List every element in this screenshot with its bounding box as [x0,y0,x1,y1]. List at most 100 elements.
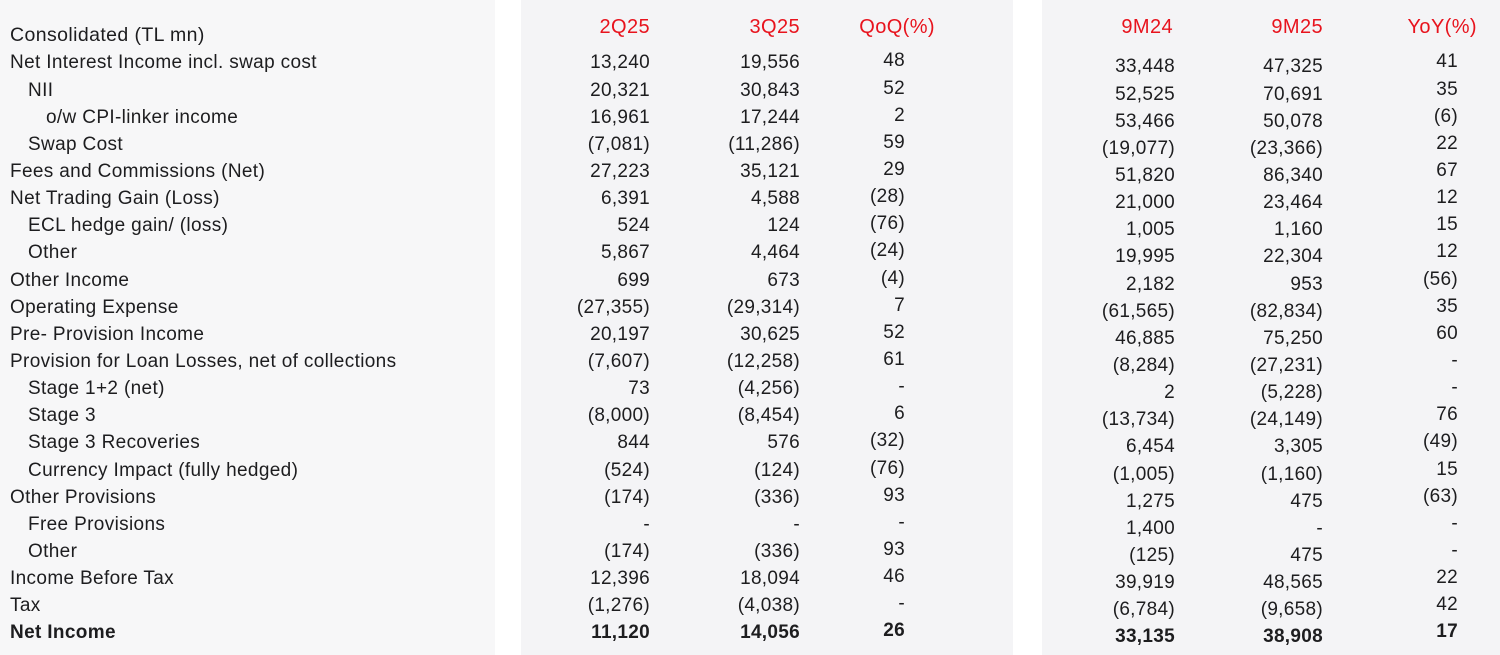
table-row: Income Before Tax 12,396 18,094 46 39,91… [0,565,1500,593]
table-row: Stage 3 (8,000) (8,454) 6 (13,734) (24,1… [0,402,1500,430]
table-row: Stage 1+2 (net) 73 (4,256) - 2 (5,228) - [0,375,1500,403]
table-row: Currency Impact (fully hedged) (524) (12… [0,457,1500,485]
cell-3q25: (12,258) [726,350,800,372]
cell-qoq: 48 [883,50,905,72]
cell-3q25: (336) [754,540,800,562]
cell-qoq: 29 [883,158,905,180]
quarterly-data-panel [521,0,1013,655]
table-row: Fees and Commissions (Net) 27,223 35,121… [0,158,1500,186]
cell-9m24: 39,919 [1115,572,1175,594]
column-header-3q25: 3Q25 [749,16,800,38]
cell-9m24: (6,784) [1112,599,1175,621]
cell-2q25: 12,396 [590,568,650,590]
cell-2q25: 6,391 [600,188,650,210]
cell-2q25: (1,276) [587,595,650,617]
row-label: Net Trading Gain (Loss) [10,188,220,210]
cell-9m24: 53,466 [1115,110,1175,132]
cell-9m25: 23,464 [1263,192,1323,214]
row-label: Income Before Tax [10,568,175,590]
cell-9m25: 475 [1290,544,1323,566]
cell-qoq: 6 [894,403,905,425]
cell-qoq: (76) [870,213,905,235]
cell-yoy: 15 [1436,214,1458,236]
cell-qoq: 52 [883,77,905,99]
cell-9m25: - [1316,517,1323,539]
cell-9m24: 52,525 [1115,83,1175,105]
cell-9m25: 50,078 [1263,110,1323,132]
cell-9m24: 51,820 [1115,164,1175,186]
row-label: NII [28,79,54,101]
row-label: Pre- Provision Income [10,323,205,345]
cell-qoq: - [898,593,905,615]
cell-qoq: - [898,376,905,398]
cell-9m25: (27,231) [1249,354,1323,376]
table-row: Stage 3 Recoveries 844 576 (32) 6,454 3,… [0,429,1500,457]
row-label: Other [28,540,78,562]
cell-yoy: 17 [1436,621,1458,643]
cell-9m24: 1,400 [1125,517,1175,539]
row-label: Provision for Loan Losses, net of collec… [10,350,397,372]
cell-3q25: (8,454) [737,405,800,427]
cell-9m24: 1,275 [1125,490,1175,512]
row-label: Fees and Commissions (Net) [10,160,266,182]
cell-9m24: 2,182 [1125,273,1175,295]
cell-qoq: 52 [883,321,905,343]
cell-9m24: (8,284) [1112,354,1175,376]
row-label: Operating Expense [10,296,179,318]
cell-9m24: 6,454 [1125,436,1175,458]
column-header-qoq: QoQ(%) [859,16,935,38]
cell-yoy: - [1451,539,1458,561]
cell-9m24: 21,000 [1115,192,1175,214]
table-row: Other Provisions (174) (336) 93 1,275 47… [0,484,1500,512]
row-label: Net Interest Income incl. swap cost [10,52,317,74]
cell-9m25: (5,228) [1260,382,1323,404]
cell-yoy: 42 [1436,594,1458,616]
cell-yoy: (56) [1423,268,1458,290]
cell-yoy: 22 [1436,567,1458,589]
cell-yoy: 60 [1436,322,1458,344]
cell-9m25: 70,691 [1263,83,1323,105]
cell-3q25: 673 [767,269,800,291]
cell-3q25: (4,038) [737,595,800,617]
table-row: NII 20,321 30,843 52 52,525 70,691 35 [0,77,1500,105]
cell-3q25: (29,314) [726,296,800,318]
cell-yoy: 35 [1436,295,1458,317]
cell-2q25: 11,120 [591,622,650,644]
cell-yoy: (63) [1423,485,1458,507]
cell-9m25: 38,908 [1263,626,1323,648]
table-row: Free Provisions - - - 1,400 - - [0,511,1500,539]
cell-9m24: 2 [1164,382,1175,404]
cell-9m25: 1,160 [1273,219,1323,241]
cell-yoy: - [1451,512,1458,534]
row-label: Other [28,242,78,264]
cell-qoq: 59 [883,131,905,153]
cell-qoq: 26 [883,620,905,642]
cell-9m25: 3,305 [1273,436,1323,458]
table-row: Net Interest Income incl. swap cost 13,2… [0,49,1500,77]
ytd-data-panel [1042,0,1500,655]
cell-9m25: 475 [1290,490,1323,512]
cell-2q25: 844 [617,432,650,454]
cell-9m25: 22,304 [1263,246,1323,268]
cell-yoy: 12 [1436,241,1458,263]
cell-9m24: 46,885 [1115,327,1175,349]
cell-9m25: (1,160) [1260,463,1323,485]
cell-yoy: - [1451,349,1458,371]
cell-3q25: 4,464 [750,242,800,264]
cell-qoq: 93 [883,484,905,506]
cell-2q25: (174) [604,486,650,508]
table-row: o/w CPI-linker income 16,961 17,244 2 53… [0,104,1500,132]
cell-3q25: 14,056 [740,622,800,644]
cell-9m24: 33,448 [1115,56,1175,78]
cell-9m24: (13,734) [1101,409,1175,431]
cell-2q25: (7,081) [587,133,650,155]
column-header-2q25: 2Q25 [599,16,650,38]
cell-9m24: 33,135 [1115,626,1175,648]
cell-2q25: (27,355) [576,296,650,318]
cell-2q25: 20,321 [590,79,650,101]
cell-yoy: 15 [1436,458,1458,480]
cell-qoq: (4) [880,267,905,289]
cell-9m25: (82,834) [1249,300,1323,322]
row-label: o/w CPI-linker income [46,106,239,128]
cell-qoq: (28) [870,186,905,208]
